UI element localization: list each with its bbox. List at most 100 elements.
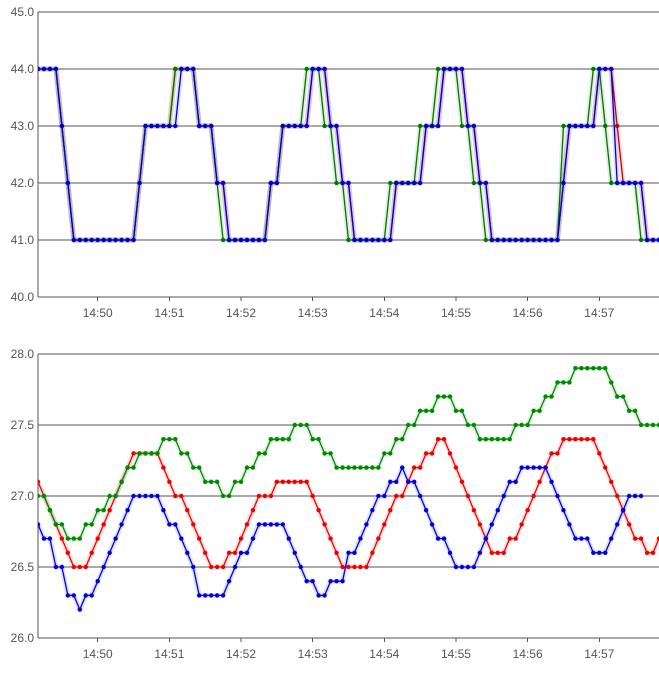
data-point	[537, 465, 542, 470]
data-point	[131, 237, 136, 243]
data-point	[406, 479, 411, 484]
data-point	[59, 522, 65, 527]
data-point	[232, 564, 238, 570]
data-point	[489, 522, 495, 527]
data-point	[626, 522, 632, 527]
data-point	[656, 237, 659, 243]
data-point	[292, 550, 297, 555]
data-point	[388, 508, 393, 513]
data-point	[400, 437, 405, 442]
data-point	[53, 564, 59, 570]
data-point	[352, 465, 357, 470]
data-point	[406, 422, 411, 428]
data-point	[137, 180, 142, 186]
data-point	[185, 508, 190, 513]
data-point	[101, 237, 106, 243]
data-point	[191, 564, 196, 570]
data-point	[609, 66, 614, 72]
data-point	[262, 237, 268, 243]
data-point	[364, 564, 369, 570]
data-point	[507, 536, 512, 541]
data-point	[615, 180, 620, 186]
data-point	[525, 465, 530, 470]
data-point	[573, 366, 578, 371]
data-point	[507, 237, 512, 243]
data-point	[585, 123, 590, 129]
data-point	[101, 522, 106, 527]
data-point	[531, 465, 536, 470]
data-point	[220, 493, 226, 499]
data-point	[573, 536, 578, 541]
data-point	[609, 180, 614, 186]
data-point	[155, 493, 160, 499]
data-point	[400, 180, 405, 186]
data-point	[394, 437, 399, 442]
data-point	[125, 465, 130, 470]
data-point	[364, 522, 369, 527]
y-tick-label: 26.5	[11, 560, 35, 574]
data-point	[453, 66, 459, 72]
data-point	[543, 465, 548, 470]
data-point	[638, 180, 644, 186]
data-point	[226, 550, 232, 555]
data-point	[262, 493, 268, 499]
y-tick-label: 28.0	[11, 347, 35, 361]
data-point	[238, 237, 244, 243]
data-point	[220, 180, 226, 186]
data-point	[495, 437, 500, 442]
data-point	[632, 180, 638, 186]
data-point	[435, 123, 441, 129]
data-point	[626, 180, 632, 186]
data-point	[83, 522, 88, 527]
data-point	[626, 493, 632, 499]
data-point	[286, 479, 291, 484]
data-point	[280, 522, 286, 527]
data-point	[567, 522, 572, 527]
data-point	[232, 479, 238, 484]
data-point	[208, 479, 214, 484]
data-point	[411, 465, 417, 470]
data-point	[638, 536, 644, 541]
data-point	[435, 394, 441, 399]
data-point	[417, 408, 423, 413]
data-point	[453, 465, 459, 470]
x-tick-label: 14:55	[441, 647, 471, 661]
data-point	[465, 123, 471, 129]
data-point	[173, 522, 178, 527]
data-point	[388, 180, 393, 186]
data-point	[382, 451, 387, 456]
data-point	[155, 123, 160, 129]
data-point	[477, 180, 483, 186]
data-point	[632, 493, 638, 499]
data-point	[202, 479, 208, 484]
data-point	[256, 493, 262, 499]
data-point	[435, 536, 441, 541]
data-point	[119, 237, 124, 243]
data-point	[65, 550, 71, 555]
data-point	[244, 237, 250, 243]
x-tick-label: 14:53	[298, 306, 328, 320]
data-point	[406, 180, 411, 186]
data-point	[226, 237, 232, 243]
data-point	[447, 451, 453, 456]
data-point	[173, 437, 178, 442]
data-point	[471, 564, 477, 570]
data-point	[531, 408, 536, 413]
data-point	[197, 536, 202, 541]
data-point	[83, 593, 88, 598]
data-point	[597, 550, 602, 555]
data-point	[411, 180, 417, 186]
x-tick-label: 14:50	[83, 647, 113, 661]
data-point	[358, 237, 363, 243]
data-point	[197, 465, 202, 470]
x-tick-label: 14:53	[298, 647, 328, 661]
data-point	[268, 437, 274, 442]
data-point	[615, 493, 620, 499]
data-point	[519, 522, 524, 527]
data-point	[89, 550, 94, 555]
data-point	[471, 123, 477, 129]
data-point	[513, 536, 518, 541]
data-point	[280, 479, 286, 484]
data-point	[567, 437, 572, 442]
data-point	[489, 237, 495, 243]
